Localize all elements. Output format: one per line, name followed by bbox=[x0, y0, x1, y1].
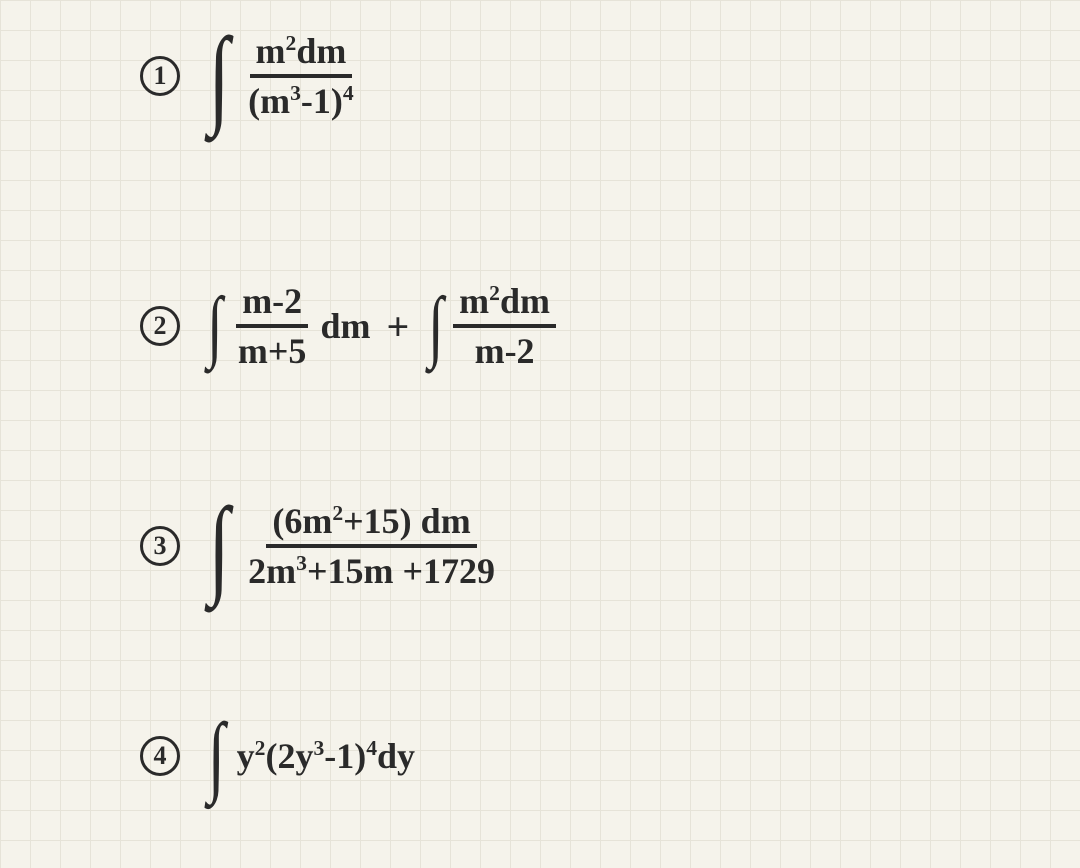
numerator: m2dm bbox=[453, 280, 556, 328]
numerator: m-2 bbox=[236, 280, 308, 328]
problem-2: 2 ∫ m-2 m+5 dm + ∫ m2dm m-2 bbox=[140, 280, 556, 372]
problem-4: 4 ∫ y2(2y3-1)4dy bbox=[140, 720, 415, 792]
dm-text: dm bbox=[320, 305, 370, 347]
integral-sign: ∫ bbox=[207, 294, 222, 358]
problem-3: 3 ∫ (6m2+15) dm 2m3+15m +1729 bbox=[140, 500, 501, 592]
denominator: m+5 bbox=[232, 328, 313, 372]
problem-number: 2 bbox=[140, 306, 180, 346]
denominator: 2m3+15m +1729 bbox=[242, 548, 501, 592]
plus-sign: + bbox=[386, 303, 409, 350]
integral-sign: ∫ bbox=[208, 720, 225, 792]
problem-number: 3 bbox=[140, 526, 180, 566]
problem-expression: ∫ (6m2+15) dm 2m3+15m +1729 bbox=[204, 500, 501, 592]
problem-expression: ∫ m-2 m+5 dm + ∫ m2dm m-2 bbox=[204, 280, 556, 372]
numerator: (6m2+15) dm bbox=[266, 500, 476, 548]
denominator: m-2 bbox=[469, 328, 541, 372]
problem-number: 4 bbox=[140, 736, 180, 776]
problem-1: 1 ∫ m2dm (m3-1)4 bbox=[140, 30, 360, 122]
fraction-b: m2dm m-2 bbox=[453, 280, 556, 372]
fraction: (6m2+15) dm 2m3+15m +1729 bbox=[242, 500, 501, 592]
integral-sign: ∫ bbox=[209, 32, 230, 120]
problem-expression: ∫ m2dm (m3-1)4 bbox=[204, 30, 360, 122]
problem-expression: ∫ y2(2y3-1)4dy bbox=[204, 720, 415, 792]
denominator: (m3-1)4 bbox=[242, 78, 360, 122]
fraction: m2dm (m3-1)4 bbox=[242, 30, 360, 122]
problem-number: 1 bbox=[140, 56, 180, 96]
integrand: y2(2y3-1)4dy bbox=[237, 735, 415, 777]
integral-sign: ∫ bbox=[429, 294, 444, 358]
integral-sign: ∫ bbox=[209, 502, 230, 590]
numerator: m2dm bbox=[250, 30, 353, 78]
fraction-a: m-2 m+5 bbox=[232, 280, 313, 372]
